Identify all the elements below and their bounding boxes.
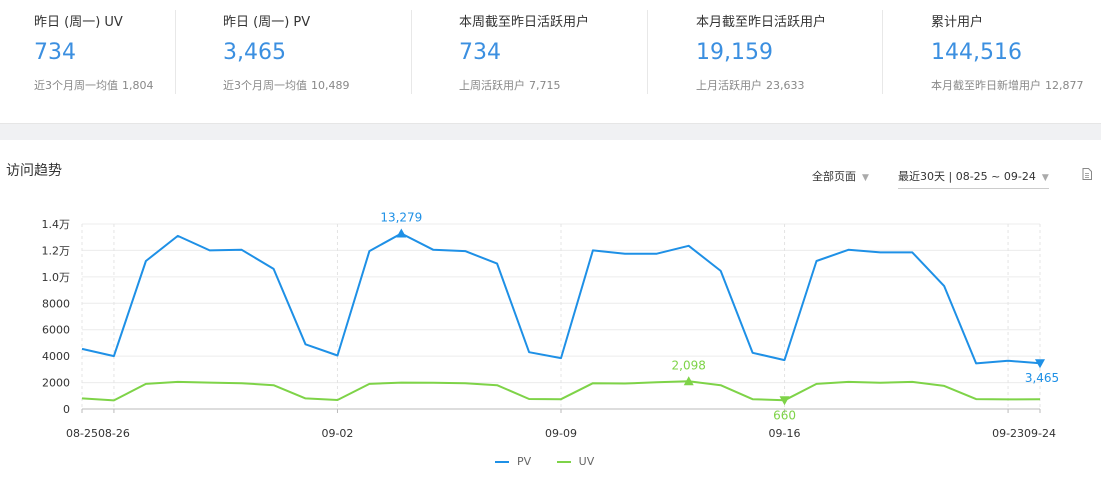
divider [411, 10, 412, 94]
annotation-label: 3,465 [1025, 371, 1059, 385]
trend-chart: 0 2000 4000 6000 8000 1.0万 1.2万 1.4万 08-25 08-26 0… [42, 211, 1060, 440]
legend-item-pv[interactable]: PV [495, 455, 531, 468]
legend-swatch [556, 461, 571, 463]
stat-value: 19,159 [696, 40, 773, 65]
stat-value: 144,516 [931, 40, 1022, 65]
stat-sub: 近3个月周一均值 10,489 [223, 77, 350, 93]
stat-sub-label: 近3个月周一均值 [223, 79, 307, 92]
divider [882, 10, 883, 94]
page-filter-dropdown[interactable]: 全部页面 ▼ [812, 168, 869, 184]
annotation-marker-min [779, 396, 790, 406]
chart-legend: PV UV [495, 455, 616, 468]
stat-sub-value: 23,633 [766, 79, 805, 92]
y-tick-label: 2000 [42, 377, 70, 390]
document-icon[interactable] [1082, 168, 1092, 180]
legend-label: UV [578, 455, 595, 468]
stat-sub-label: 本月截至昨日新增用户 [931, 79, 1041, 92]
legend-swatch [495, 461, 509, 463]
y-tick-label: 1.2万 [42, 244, 71, 257]
y-tick-label: 0 [63, 403, 70, 416]
annotation-label: 2,098 [672, 358, 706, 372]
page-filter-label: 全部页面 [812, 170, 856, 183]
stat-sub: 上周活跃用户 7,715 [459, 77, 561, 93]
stat-value: 734 [34, 40, 76, 65]
x-tick-label: 08-26 [98, 427, 130, 440]
divider [647, 10, 648, 94]
y-tick-label: 4000 [42, 350, 70, 363]
stat-label: 累计用户 [931, 15, 984, 30]
annotation-marker-max [683, 376, 694, 386]
y-tick-label: 6000 [42, 324, 70, 337]
date-range-label: 最近30天 | 08-25 ~ 09-24 [898, 170, 1036, 183]
stat-value: 3,465 [223, 40, 286, 65]
stat-sub-value: 7,715 [529, 79, 561, 92]
stat-label: 昨日 (周一) UV [34, 15, 123, 30]
x-tick-label: 09-16 [769, 427, 801, 440]
x-tick-label: 09-24 [1024, 427, 1056, 440]
legend-item-uv[interactable]: UV [556, 455, 595, 468]
stat-sub-value: 12,877 [1045, 79, 1084, 92]
stats-panel: 昨日 (周一) UV 734 近3个月周一均值 1,804 昨日 (周一) PV … [0, 0, 1101, 123]
annotation-label: 13,279 [380, 211, 422, 225]
section-gap [0, 123, 1101, 140]
series-line-uv [81, 380, 1041, 402]
stat-label: 本周截至昨日活跃用户 [459, 15, 590, 30]
stat-sub-value: 10,489 [311, 79, 350, 92]
trend-title: 访问趋势 [6, 163, 62, 179]
stat-value: 734 [459, 40, 501, 65]
annotation-marker-min [1035, 359, 1045, 369]
stat-sub-value: 1,804 [122, 79, 154, 92]
chevron-down-icon: ▼ [862, 173, 869, 183]
x-tick-label: 09-23 [992, 427, 1024, 440]
chevron-down-icon: ▼ [1041, 173, 1049, 183]
x-tick-label: 09-09 [545, 427, 577, 440]
stat-label: 昨日 (周一) PV [223, 15, 311, 30]
stat-label: 本月截至昨日活跃用户 [696, 15, 827, 30]
stat-sub-label: 近3个月周一均值 [34, 79, 118, 92]
series-line-pv [81, 232, 1041, 365]
x-tick-label: 08-25 [66, 427, 98, 440]
stat-sub: 近3个月周一均值 1,804 [34, 77, 154, 93]
divider [175, 10, 176, 94]
legend-label: PV [517, 455, 532, 468]
annotation-marker-max [396, 228, 407, 238]
y-tick-label: 1.4万 [42, 218, 71, 231]
stat-sub-label: 上周活跃用户 [459, 79, 525, 92]
annotation-label: 660 [773, 408, 796, 422]
y-tick-label: 8000 [42, 297, 70, 310]
stat-sub-label: 上月活跃用户 [696, 79, 762, 92]
stat-sub: 本月截至昨日新增用户 12,877 [931, 77, 1084, 93]
y-tick-label: 1.0万 [42, 271, 71, 284]
stat-sub: 上月活跃用户 23,633 [696, 77, 805, 93]
date-range-dropdown[interactable]: 最近30天 | 08-25 ~ 09-24 ▼ [898, 168, 1049, 189]
x-tick-label: 09-02 [321, 427, 353, 440]
